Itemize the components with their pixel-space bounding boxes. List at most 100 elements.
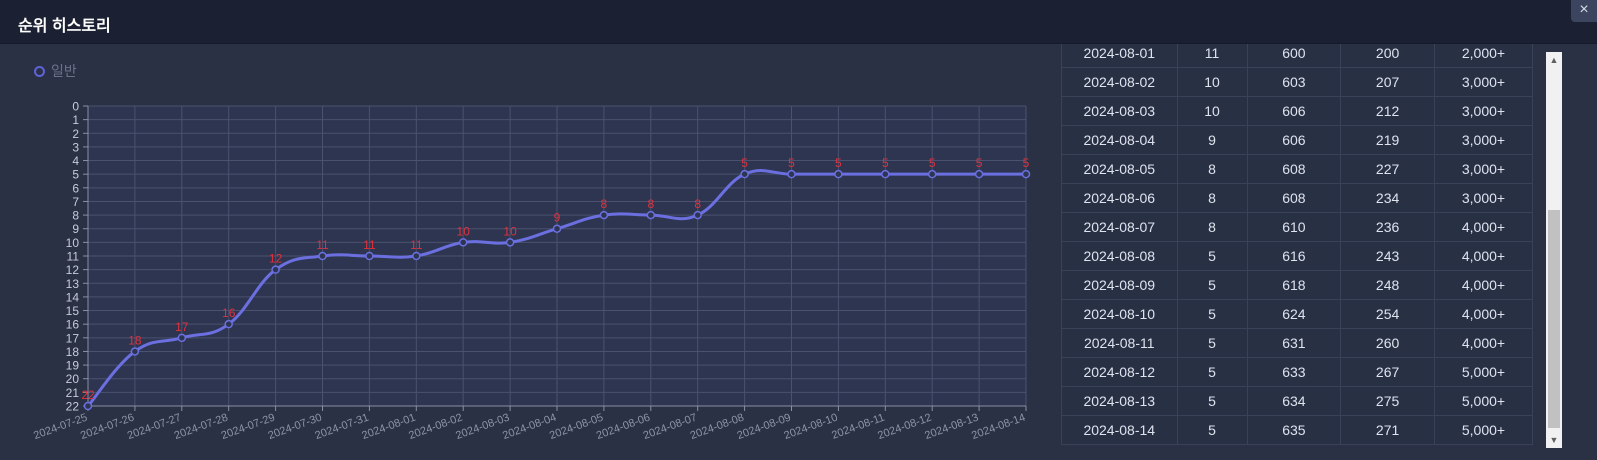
scroll-up-icon[interactable]: ▲ <box>1549 55 1559 65</box>
table-cell: 5 <box>1176 357 1248 387</box>
close-button[interactable]: × <box>1571 0 1597 22</box>
table-cell: 635 <box>1246 415 1342 445</box>
table-cell: 4,000+ <box>1433 328 1533 358</box>
table-cell: 8 <box>1176 212 1248 242</box>
data-label: 10 <box>457 224 471 238</box>
y-tick-label: 3 <box>72 140 79 154</box>
data-point[interactable] <box>787 169 796 179</box>
table-cell: 4,000+ <box>1433 212 1533 242</box>
table-cell: 8 <box>1176 183 1248 213</box>
table-cell: 5 <box>1176 328 1248 358</box>
table-cell: 10 <box>1176 96 1248 126</box>
table-cell: 608 <box>1246 154 1342 184</box>
data-point[interactable] <box>224 319 233 329</box>
scroll-down-icon[interactable]: ▼ <box>1549 435 1559 445</box>
table-cell: 5 <box>1176 299 1248 329</box>
y-tick-label: 7 <box>72 195 79 209</box>
data-point[interactable] <box>927 169 937 179</box>
data-point[interactable] <box>412 251 421 261</box>
table-cell: 618 <box>1246 270 1342 300</box>
data-point[interactable] <box>271 265 280 274</box>
table-cell: 236 <box>1340 212 1435 242</box>
table-cell: 616 <box>1246 241 1342 271</box>
table-row: 2024-08-03 10 606 212 3,000+ <box>1061 96 1533 126</box>
y-tick-label: 22 <box>66 400 80 414</box>
table-cell: 5,000+ <box>1433 357 1533 387</box>
table-row: 2024-08-13 5 634 275 5,000+ <box>1061 386 1533 416</box>
rank-history-table: 2024-08-01 11 600 200 2,000+ 2024-08-02 10 603 2… <box>1061 44 1533 448</box>
table-cell: 260 <box>1340 328 1435 358</box>
table-row: 2024-08-04 9 606 219 3,000+ <box>1061 125 1533 155</box>
data-label: 5 <box>882 156 889 170</box>
table-cell: 2024-08-10 <box>1061 299 1178 329</box>
table-cell: 2024-08-03 <box>1061 96 1178 126</box>
table-cell: 5 <box>1176 270 1248 300</box>
y-tick-label: 16 <box>66 318 80 332</box>
data-label: 11 <box>363 238 376 252</box>
y-tick-label: 10 <box>66 236 80 250</box>
data-point[interactable] <box>365 251 374 261</box>
table-cell: 603 <box>1246 67 1342 97</box>
data-label: 5 <box>788 156 795 170</box>
x-tick-label: 2024-08-10 <box>782 412 839 443</box>
table-cell: 2024-08-12 <box>1061 357 1178 387</box>
data-label: 5 <box>976 156 983 170</box>
data-point[interactable] <box>177 333 187 343</box>
table-row: 2024-08-01 11 600 200 2,000+ <box>1061 44 1533 68</box>
data-point[interactable] <box>552 224 562 233</box>
scroll-thumb[interactable] <box>1548 210 1560 428</box>
table-cell: 9 <box>1176 125 1248 155</box>
modal-header: 순위 히스토리 × <box>0 0 1597 44</box>
y-tick-label: 14 <box>66 290 80 304</box>
y-tick-label: 1 <box>72 113 79 127</box>
table-cell: 2024-08-04 <box>1061 125 1178 155</box>
y-tick-label: 20 <box>66 372 80 386</box>
table-cell: 600 <box>1246 44 1342 68</box>
table-cell: 234 <box>1340 183 1435 213</box>
data-label: 5 <box>929 156 936 170</box>
data-point[interactable] <box>458 238 468 247</box>
y-tick-label: 11 <box>67 250 80 264</box>
table-cell: 3,000+ <box>1433 154 1533 184</box>
table-cell: 207 <box>1340 67 1435 97</box>
data-point[interactable] <box>646 210 656 220</box>
table-cell: 254 <box>1340 299 1435 329</box>
data-label: 8 <box>601 197 608 211</box>
table-cell: 631 <box>1246 328 1342 358</box>
y-tick-label: 18 <box>66 345 80 359</box>
table-cell: 624 <box>1246 299 1342 329</box>
legend-circle-icon <box>34 65 45 77</box>
table-cell: 3,000+ <box>1433 96 1533 126</box>
data-point[interactable] <box>881 169 890 179</box>
table-row: 2024-08-09 5 618 248 4,000+ <box>1061 270 1533 300</box>
data-point[interactable] <box>505 238 515 247</box>
table-cell: 275 <box>1340 386 1435 416</box>
data-point[interactable] <box>599 210 609 220</box>
table-cell: 4,000+ <box>1433 270 1533 300</box>
table-cell: 3,000+ <box>1433 67 1533 97</box>
data-point[interactable] <box>83 401 93 411</box>
y-tick-label: 12 <box>66 263 80 277</box>
chart-legend[interactable]: 일반 <box>34 62 77 80</box>
data-point[interactable] <box>740 169 749 179</box>
table-scrollbar[interactable]: ▲ ▼ <box>1546 52 1562 448</box>
y-tick-label: 21 <box>66 386 80 400</box>
data-label: 9 <box>554 211 561 225</box>
data-label: 5 <box>1023 156 1030 170</box>
data-point[interactable] <box>974 169 984 179</box>
data-point[interactable] <box>693 210 702 220</box>
data-point[interactable] <box>318 251 327 261</box>
table-cell: 2024-08-01 <box>1061 44 1178 68</box>
table-cell: 608 <box>1246 183 1342 213</box>
data-point[interactable] <box>130 347 140 356</box>
data-point[interactable] <box>834 169 843 179</box>
data-label: 12 <box>269 252 283 266</box>
table-cell: 2024-08-13 <box>1061 386 1178 416</box>
data-label: 11 <box>410 238 423 252</box>
rank-history-chart: 0123456789101112131415161718192021222024… <box>32 100 1031 443</box>
data-label: 5 <box>741 156 748 170</box>
data-point[interactable] <box>1021 169 1031 179</box>
y-tick-label: 19 <box>66 359 80 373</box>
table-cell: 227 <box>1340 154 1435 184</box>
table-row: 2024-08-05 8 608 227 3,000+ <box>1061 154 1533 184</box>
